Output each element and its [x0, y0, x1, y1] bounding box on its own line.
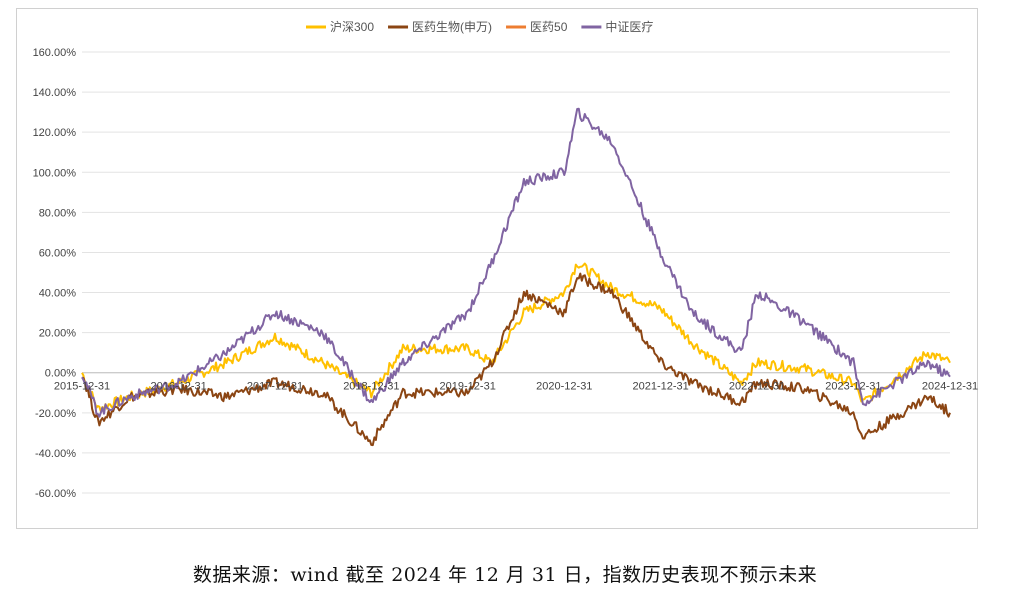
y-tick-label: 60.00%	[39, 247, 77, 259]
y-tick-label: 100.00%	[33, 167, 77, 179]
series-line-1	[81, 272, 951, 447]
y-tick-label: 40.00%	[39, 288, 77, 300]
series-line-3	[81, 107, 951, 418]
y-tick-label: 20.00%	[39, 328, 77, 340]
chart-frame	[16, 8, 978, 529]
y-tick-label: 120.00%	[33, 127, 77, 139]
x-tick-label: 2019-12-31	[440, 381, 496, 393]
y-tick-label: -40.00%	[35, 448, 76, 460]
legend-label-3: 中证医疗	[605, 19, 653, 34]
y-tick-label: 140.00%	[33, 87, 77, 99]
legend-label-2: 医药50	[530, 20, 568, 34]
x-tick-label: 2024-12-31	[922, 381, 978, 393]
series-line-0	[81, 262, 951, 413]
x-tick-label: 2021-12-31	[633, 381, 689, 393]
y-tick-label: 80.00%	[39, 207, 77, 219]
y-tick-label: -60.00%	[35, 488, 76, 500]
chart-caption: 数据来源：wind 截至 2024 年 12 月 31 日，指数历史表现不预示未…	[192, 564, 818, 586]
legend-label-0: 沪深300	[330, 20, 374, 34]
y-tick-label: 0.00%	[45, 368, 76, 380]
y-tick-label: 160.00%	[33, 47, 77, 59]
legend-label-1: 医药生物(申万)	[412, 20, 492, 34]
x-tick-label: 2022-12-31	[729, 381, 785, 393]
x-tick-label: 2016-12-31	[150, 381, 206, 393]
x-tick-label: 2018-12-31	[343, 381, 399, 393]
y-tick-label: -20.00%	[35, 408, 76, 420]
x-tick-label: 2020-12-31	[536, 381, 592, 393]
x-tick-label: 2017-12-31	[247, 381, 303, 393]
x-tick-label: 2023-12-31	[825, 381, 881, 393]
x-tick-label: 2015-12-31	[54, 381, 110, 393]
